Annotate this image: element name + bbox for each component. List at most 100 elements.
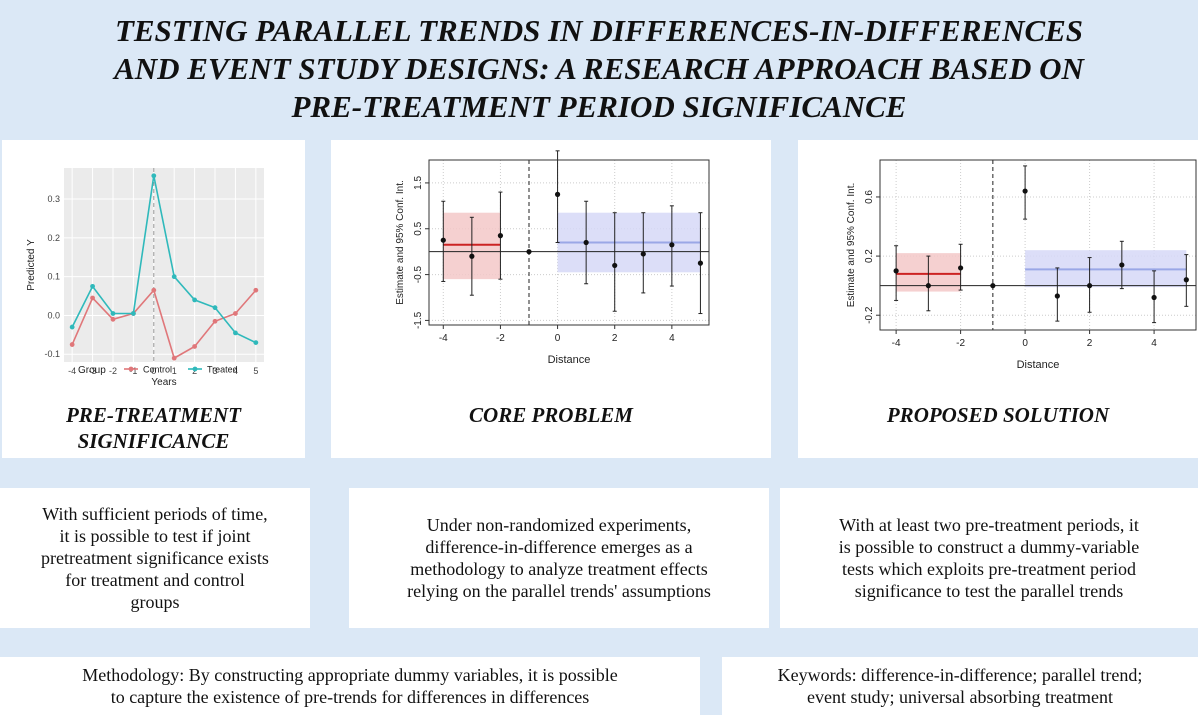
- y-tick-label: 0.0: [47, 310, 60, 320]
- y-tick-label: 0.5: [413, 221, 424, 235]
- y-tick-label: -0.5: [413, 266, 424, 284]
- text-box-pre-treatment: With sufficient periods of time, it is p…: [0, 488, 310, 628]
- text-line: relying on the parallel trends' assumpti…: [407, 581, 711, 601]
- estimate-point: [440, 237, 446, 243]
- point-treated: [212, 305, 218, 311]
- legend-label: Treated: [207, 365, 238, 375]
- text-line: significance to test the parallel trends: [854, 581, 1124, 601]
- y-tick-label: 0.3: [47, 194, 60, 204]
- x-tick-label: 2: [612, 333, 618, 344]
- y-tick-label: -0.2: [864, 306, 875, 324]
- estimate-point: [1022, 188, 1028, 194]
- point-treated: [151, 173, 157, 179]
- y-tick-label: 0.1: [47, 272, 60, 282]
- x-tick-label: 0: [1022, 338, 1028, 349]
- text-box-methodology: Methodology: By constructing appropriate…: [0, 657, 700, 715]
- x-tick-label: -4: [892, 338, 901, 349]
- text-box-keywords: Keywords: difference-in-difference; para…: [722, 657, 1198, 715]
- text-line: tests which exploits pre-treatment perio…: [842, 559, 1136, 579]
- plot-frame: [428, 159, 710, 326]
- title-line-1: TESTING PARALLEL TRENDS IN DIFFERENCES-I…: [114, 13, 1084, 48]
- x-tick-label: 0: [555, 333, 561, 344]
- point-control: [192, 344, 198, 349]
- text-line: pretreatment significance exists: [41, 548, 269, 568]
- estimate-point: [925, 283, 931, 289]
- estimate-point: [1183, 277, 1189, 283]
- y-tick-label: -0.1: [44, 349, 60, 359]
- x-tick-label: 0: [151, 366, 156, 376]
- x-tick-label: -4: [68, 366, 76, 376]
- point-control: [69, 342, 75, 347]
- panel-core-problem: -4 -2 0 2 4 -1.5 -0.5 0.5 1.5 Distance Estimate an…: [331, 140, 771, 458]
- panel-proposed-solution: -4 -2 0 2 4 -0.2 0.2 0.6 Distance Estimate and 95…: [798, 140, 1198, 458]
- estimate-point: [990, 283, 996, 289]
- y-axis-label: Predicted Y: [26, 239, 37, 291]
- estimate-point: [1119, 262, 1125, 268]
- panel-title-proposed-solution: PROPOSED SOLUTION: [886, 403, 1110, 427]
- x-tick-label: 5: [253, 366, 258, 376]
- text-line: difference-in-difference emerges as a: [425, 537, 693, 557]
- x-axis-label: Distance: [548, 354, 591, 366]
- panel-title-line-2: SIGNIFICANCE: [77, 429, 230, 453]
- text-line: With sufficient periods of time,: [42, 504, 268, 524]
- text-line: With at least two pre-treatment periods,…: [839, 515, 1139, 535]
- y-tick-label: 1.5: [413, 176, 424, 190]
- x-tick-label: -4: [439, 333, 448, 344]
- point-treated: [130, 311, 136, 316]
- x-tick-label: 4: [669, 333, 675, 344]
- x-axis-label: Distance: [1017, 359, 1060, 371]
- point-treated: [233, 330, 238, 336]
- chart-predicted-y: -0.10.00.10.20.3-4-3-2-1012345YearsPredi…: [26, 168, 264, 388]
- x-tick-label: 4: [233, 366, 238, 376]
- page-title: TESTING PARALLEL TRENDS IN DIFFERENCES-I…: [0, 12, 1198, 126]
- legend-key-point: [192, 366, 198, 372]
- x-tick-label: 4: [1151, 338, 1157, 349]
- y-tick-label: 0.2: [864, 249, 875, 263]
- plot-background: [64, 168, 264, 362]
- x-tick-label: -2: [109, 366, 117, 376]
- title-line-3: PRE-TREATMENT PERIOD SIGNIFICANCE: [291, 89, 907, 124]
- text-line: for treatment and control: [65, 570, 245, 590]
- point-treated: [253, 340, 259, 345]
- plot-frame: [879, 159, 1197, 331]
- legend-title: Group: [78, 365, 106, 376]
- estimate-point: [669, 242, 675, 248]
- text-line: it is possible to test if joint: [59, 526, 251, 546]
- legend-key-point: [128, 366, 134, 372]
- chart-proposed-solution: -4 -2 0 2 4 -0.2 0.2 0.6 Distance Estimate and 95…: [846, 159, 1197, 371]
- estimate-point: [958, 265, 964, 271]
- text-line: is possible to construct a dummy-variabl…: [838, 537, 1140, 557]
- estimate-point: [1151, 294, 1157, 301]
- point-control: [233, 311, 238, 316]
- text-box-proposed-solution: With at least two pre-treatment periods,…: [780, 488, 1198, 628]
- estimate-point: [497, 233, 504, 239]
- point-treated: [69, 324, 75, 330]
- estimate-point: [1054, 293, 1060, 299]
- point-control: [253, 287, 259, 293]
- series-line-treated: [71, 175, 257, 344]
- text-line: event study; universal absorbing treatme…: [807, 687, 1113, 707]
- text-line: Under non-randomized experiments,: [426, 515, 692, 535]
- estimate-point: [526, 249, 532, 255]
- x-tick-label: 1: [172, 366, 177, 376]
- text-line: groups: [130, 592, 180, 612]
- estimate-point: [1086, 283, 1093, 289]
- panel-pre-treatment: -0.10.00.10.20.3-4-3-2-1012345YearsPredi…: [2, 140, 305, 458]
- estimate-point: [612, 262, 618, 269]
- point-control: [90, 295, 95, 301]
- y-tick-label: 0.6: [864, 190, 875, 204]
- point-treated: [110, 311, 116, 316]
- point-treated: [171, 274, 177, 280]
- panel-title-core-problem: CORE PROBLEM: [469, 403, 633, 427]
- point-control: [212, 318, 218, 324]
- point-control: [110, 316, 116, 322]
- x-tick-label: 3: [213, 366, 218, 376]
- estimate-point: [640, 251, 646, 257]
- panel-title-line-1: PRE-TREATMENT: [65, 403, 242, 427]
- point-treated: [90, 283, 95, 289]
- estimate-point: [469, 253, 475, 259]
- text-line: Keywords: difference-in-difference; para…: [777, 665, 1143, 685]
- point-treated: [192, 297, 198, 303]
- legend-label: Control: [143, 365, 172, 375]
- point-control: [151, 287, 157, 293]
